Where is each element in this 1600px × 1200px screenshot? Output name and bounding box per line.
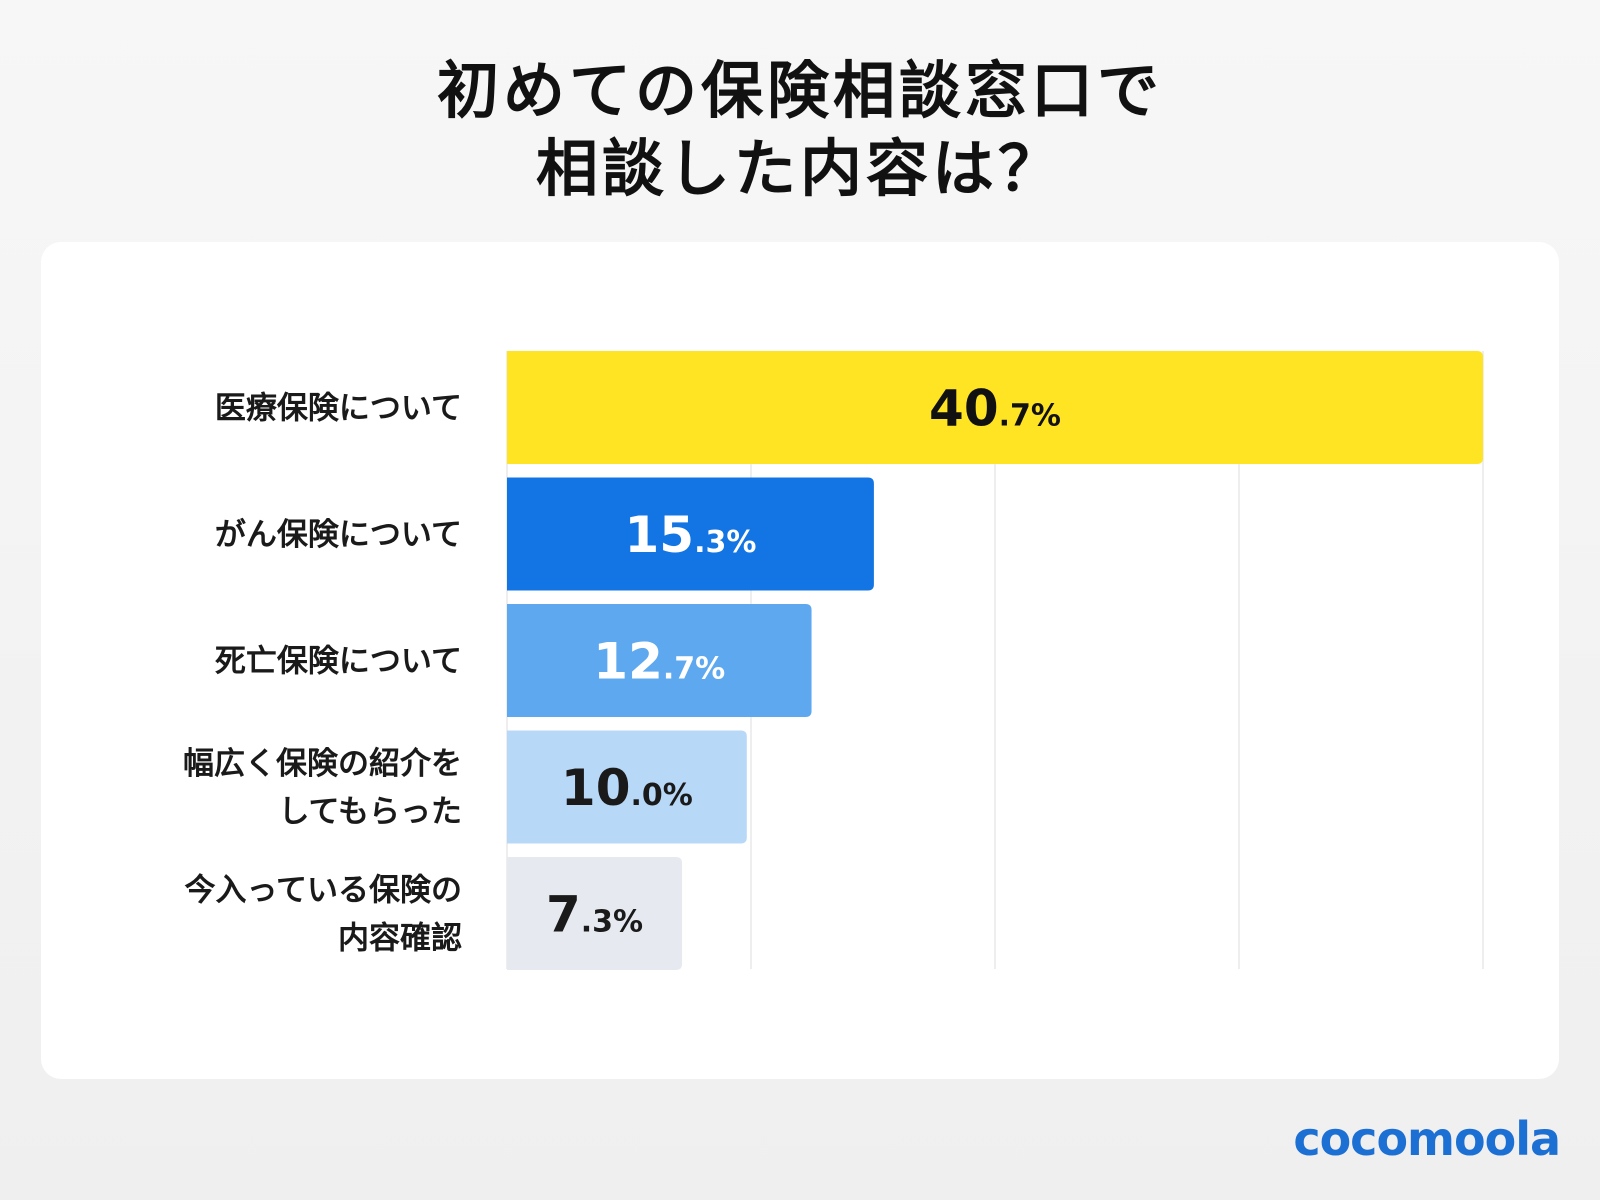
bar — [507, 730, 747, 844]
title-line-1: 初めての保険相談窓口で — [436, 54, 1163, 127]
bar — [507, 351, 1483, 464]
bar — [507, 477, 874, 591]
page-title: 初めての保険相談窓口で 相談した内容は？ — [0, 52, 1600, 208]
data-label: 7.3% — [546, 886, 643, 944]
category-label: 死亡保険について — [215, 644, 462, 680]
title-line-2: 相談した内容は？ — [535, 132, 1064, 205]
category-label: 医療保険について — [215, 391, 462, 427]
data-label: 10.0% — [561, 759, 693, 817]
data-label: 40.7% — [929, 380, 1061, 438]
data-label: 12.7% — [593, 633, 725, 691]
category-label: 今入っている保険の — [185, 873, 462, 909]
bar — [507, 857, 683, 970]
category-label: 幅広く保険の紹介を — [183, 746, 462, 782]
bar — [507, 604, 812, 717]
category-label: してもらった — [278, 794, 462, 830]
cocomoola-logo: cocomoola — [1293, 1112, 1561, 1166]
category-label: がん保険について — [215, 517, 462, 553]
data-label: 15.3% — [624, 506, 756, 564]
category-label: 内容確認 — [338, 921, 462, 957]
